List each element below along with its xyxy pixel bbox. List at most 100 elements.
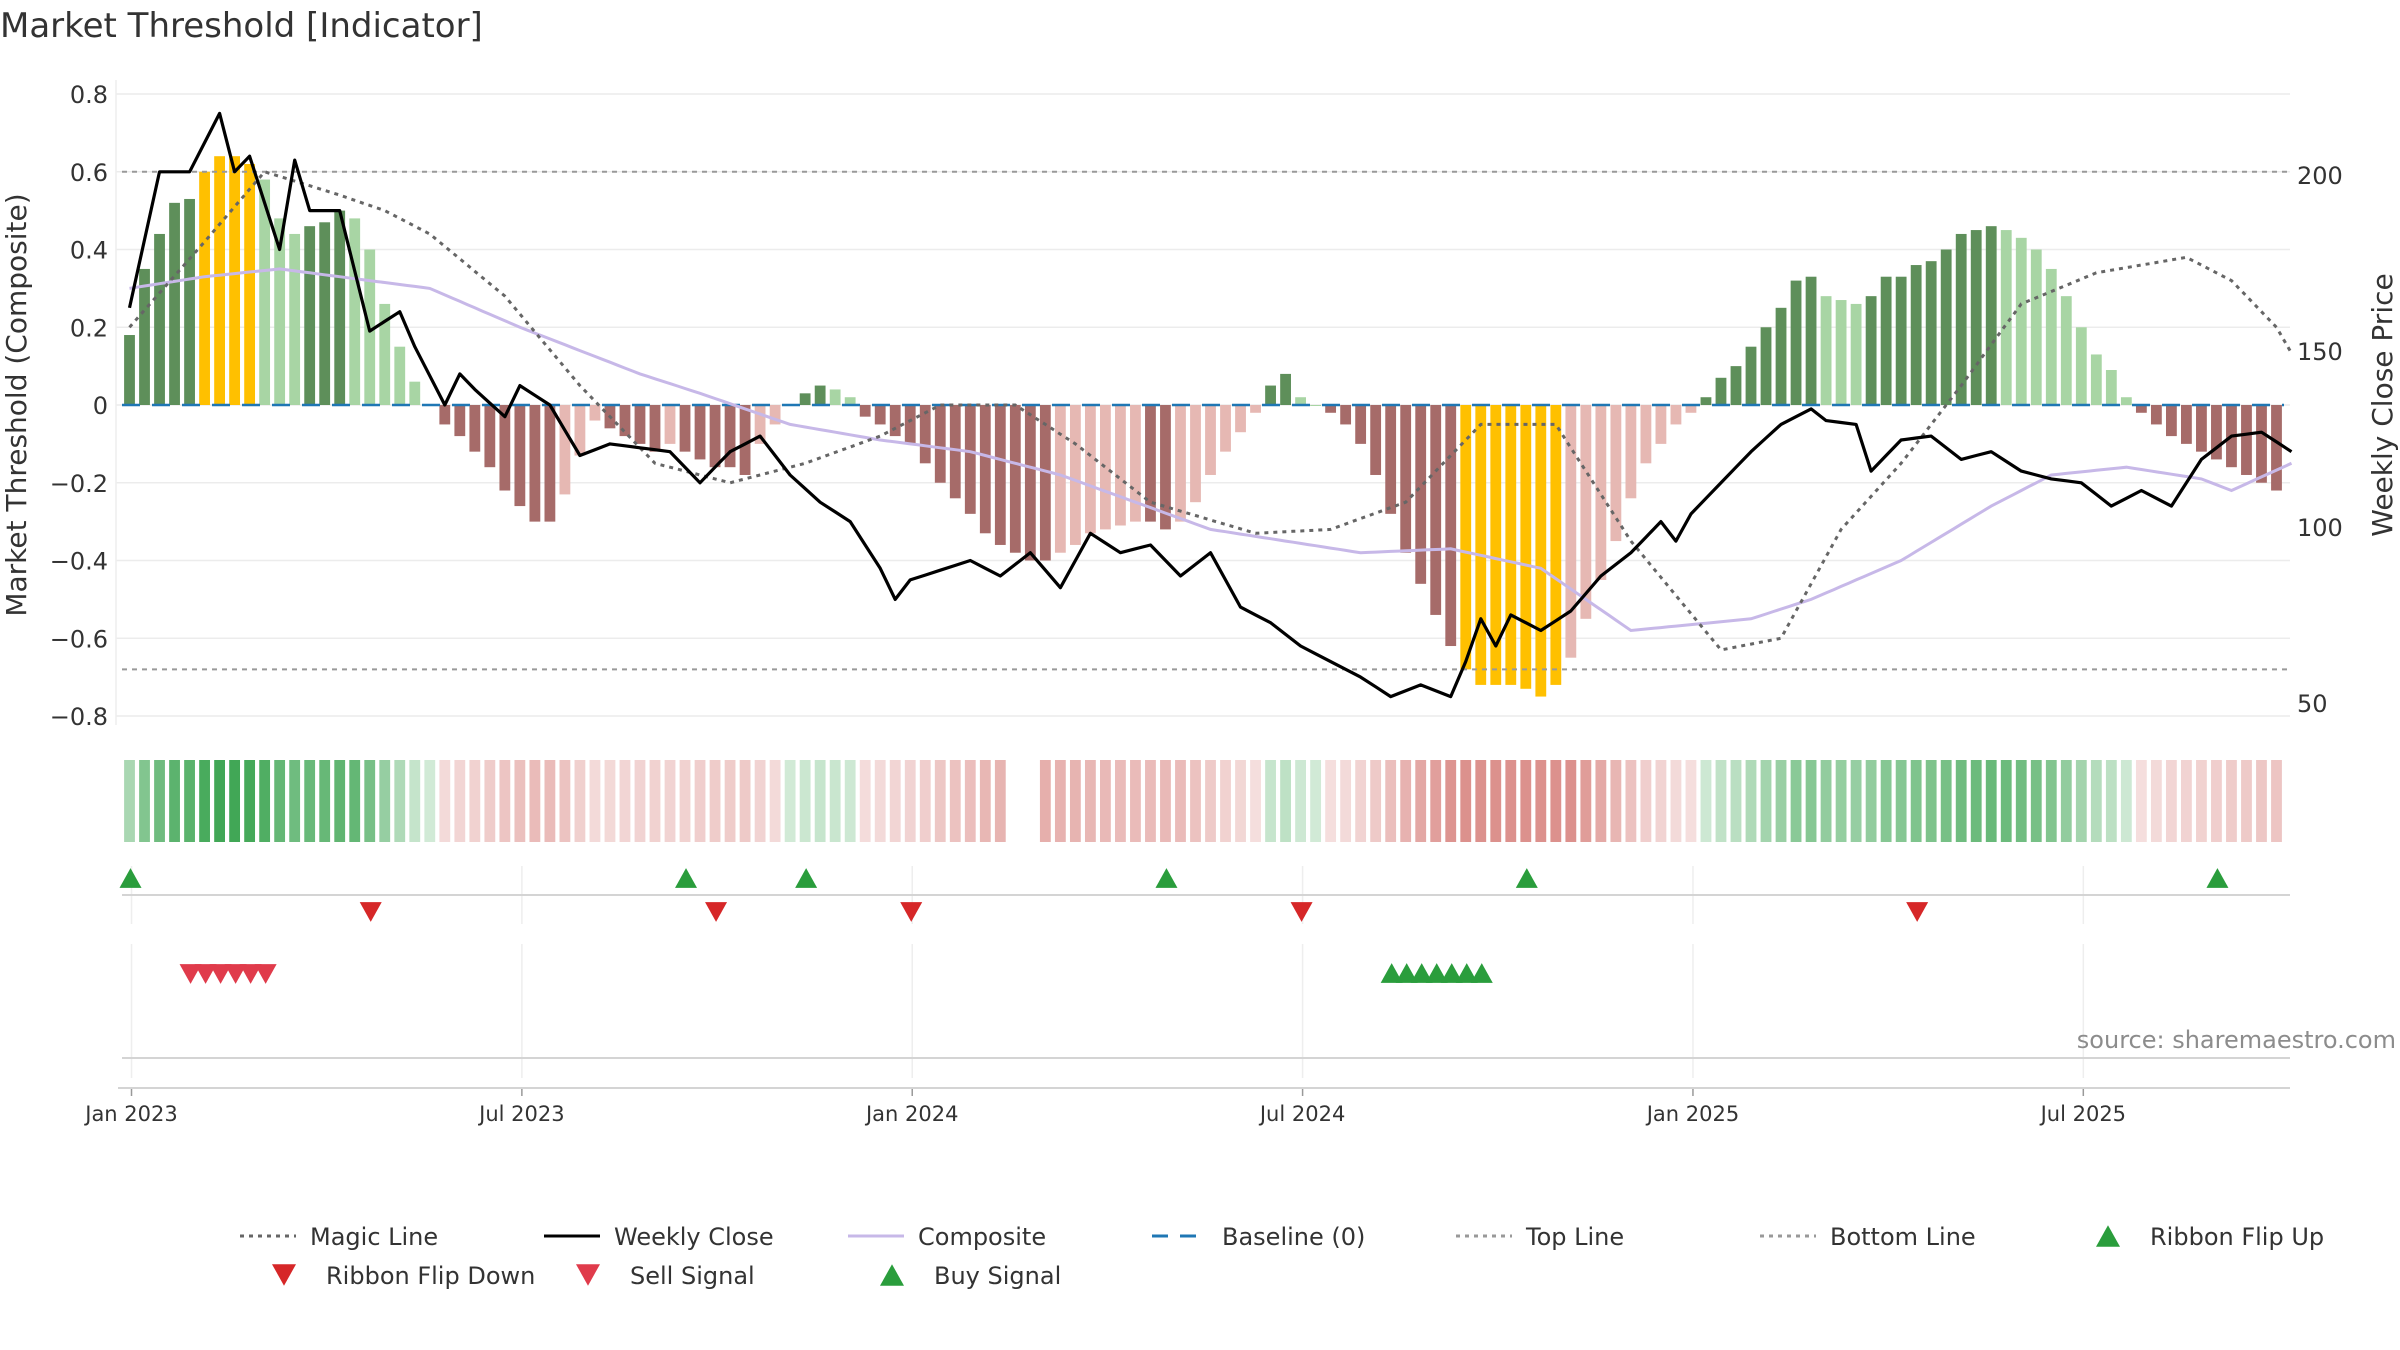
y-axis-label: Market Threshold (Composite): [0, 193, 33, 616]
signal-markers: [179, 963, 1493, 984]
histogram-bar: [1520, 405, 1532, 689]
ribbon-segment: [649, 760, 661, 842]
histogram-bar: [1640, 405, 1652, 464]
ribbon-segment: [1985, 760, 1997, 842]
histogram-bar: [2075, 327, 2087, 405]
ribbon-segment: [1970, 760, 1982, 842]
histogram-bar: [154, 233, 165, 405]
histogram-bar: [1490, 405, 1502, 685]
histogram-bar: [2135, 405, 2147, 413]
weekly-close-line: [127, 111, 2293, 699]
histogram-bar: [454, 405, 466, 437]
histogram-bar: [1940, 249, 1952, 405]
histogram-bar: [1715, 377, 1727, 405]
legend-label: Weekly Close: [614, 1223, 774, 1251]
ribbon-segment: [1850, 760, 1862, 842]
histogram-bar: [1039, 405, 1051, 561]
histogram-bar: [1955, 233, 1967, 405]
ribbon-segment: [214, 760, 225, 842]
histogram-bars: [124, 156, 2282, 697]
ribbon-segment: [2105, 760, 2117, 842]
histogram-bar: [2271, 405, 2282, 491]
histogram-bar: [1265, 385, 1276, 405]
histogram-bar: [964, 405, 976, 514]
histogram-bar: [1190, 405, 1201, 503]
ribbon-segment: [1340, 760, 1352, 842]
ribbon-segment: [1640, 760, 1652, 842]
ribbon-segment: [379, 760, 391, 842]
ribbon-segment: [139, 760, 150, 842]
histogram-bar: [1250, 405, 1261, 413]
ribbon-segment: [1505, 760, 1517, 842]
histogram-bar: [409, 381, 421, 405]
ribbon-segment: [319, 760, 331, 842]
histogram-bar: [724, 405, 736, 468]
ribbon-segment: [1715, 760, 1727, 842]
histogram-bar: [814, 385, 826, 405]
histogram-bar: [1910, 265, 1922, 405]
histogram-bar: [694, 405, 706, 460]
histogram-bar: [634, 405, 646, 444]
histogram-bar: [769, 405, 781, 425]
histogram-bar: [1775, 307, 1787, 405]
ribbon-segment: [874, 760, 886, 842]
histogram-bar: [1084, 405, 1096, 534]
ribbon-segment: [1910, 760, 1922, 842]
histogram-bar: [1685, 405, 1697, 413]
ribbon-segment: [1355, 760, 1367, 842]
histogram-bar: [844, 397, 856, 405]
ribbon-segment: [1415, 760, 1427, 842]
legend-item: Weekly Close: [544, 1223, 774, 1251]
legend-item: Ribbon Flip Up: [2096, 1223, 2324, 1251]
histogram-bar: [574, 405, 586, 456]
composite-line: [129, 267, 2293, 633]
ribbon-flip-down-marker: [1906, 902, 1929, 922]
ribbon-segment: [274, 760, 286, 842]
histogram-bar: [1325, 405, 1337, 413]
histogram-bar: [874, 405, 886, 425]
ribbon-segment: [1685, 760, 1697, 842]
histogram-bar: [1700, 397, 1712, 405]
ribbon-flip-up-marker: [675, 868, 698, 888]
ribbon-segment: [1265, 760, 1276, 842]
histogram-bar: [1460, 405, 1472, 670]
buy-signal-marker: [1455, 963, 1478, 983]
histogram-bar: [1925, 261, 1937, 405]
sell-signal-marker: [254, 964, 277, 984]
histogram-bar: [334, 210, 346, 405]
y2-axis-label: Weekly Close Price: [2366, 273, 2399, 536]
ribbon-segment: [2181, 760, 2192, 842]
ribbon-segment: [169, 760, 180, 842]
y-tick-label: −0.4: [50, 548, 108, 576]
ribbon-segment: [1700, 760, 1712, 842]
x-tick-label: Jan 2023: [83, 1102, 178, 1126]
ribbon-segment: [2165, 760, 2177, 842]
ribbon-segment: [1205, 760, 1216, 842]
ribbon-segment: [1100, 760, 1111, 842]
histogram-bar: [1355, 405, 1367, 444]
ribbon-segment: [1610, 760, 1622, 842]
buy-signal-marker: [1410, 963, 1433, 983]
ribbon-segment: [1190, 760, 1201, 842]
ribbon-segment: [859, 760, 871, 842]
buy-signal-marker: [1395, 963, 1418, 983]
histogram-bar: [1730, 366, 1742, 405]
x-tick-label: Jul 2023: [477, 1102, 564, 1126]
histogram-bar: [1205, 405, 1216, 475]
histogram-bar: [2165, 405, 2177, 437]
histogram-bar: [2181, 405, 2192, 444]
histogram-bar: [124, 335, 135, 405]
ribbon-segment: [1520, 760, 1532, 842]
legend-item: Composite: [848, 1223, 1046, 1251]
histogram-bar: [739, 405, 751, 475]
ribbon-segment: [394, 760, 406, 842]
ribbon-segment: [1655, 760, 1667, 842]
ribbon-segment: [259, 760, 271, 842]
legend-label: Bottom Line: [1830, 1223, 1976, 1251]
x-tick-label: Jan 2024: [864, 1102, 959, 1126]
histogram-bar: [1370, 405, 1382, 475]
ribbon-segment: [904, 760, 916, 842]
y-tick-label: 0.6: [70, 159, 108, 187]
histogram-bar: [514, 405, 526, 507]
ribbon-segment: [829, 760, 841, 842]
